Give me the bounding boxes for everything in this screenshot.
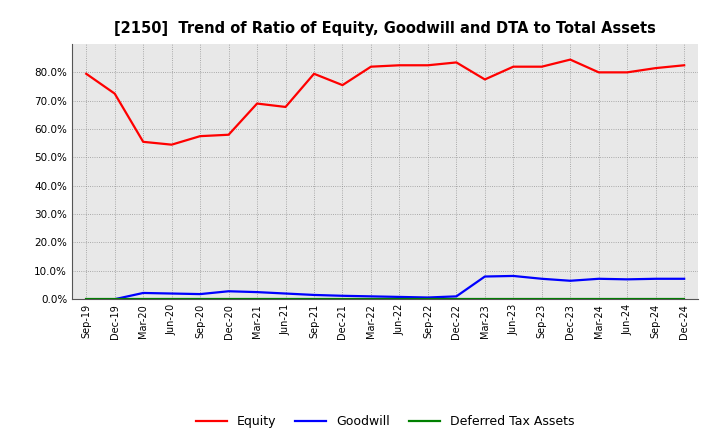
Deferred Tax Assets: [310, 297, 318, 302]
Deferred Tax Assets: [423, 297, 432, 302]
Equity: [595, 70, 603, 75]
Deferred Tax Assets: [652, 297, 660, 302]
Goodwill: [652, 276, 660, 282]
Deferred Tax Assets: [537, 297, 546, 302]
Equity: [509, 64, 518, 70]
Goodwill: [310, 292, 318, 297]
Goodwill: [225, 289, 233, 294]
Goodwill: [509, 273, 518, 279]
Deferred Tax Assets: [253, 297, 261, 302]
Equity: [680, 62, 688, 68]
Equity: [110, 91, 119, 96]
Equity: [282, 104, 290, 110]
Deferred Tax Assets: [623, 297, 631, 302]
Equity: [623, 70, 631, 75]
Deferred Tax Assets: [196, 297, 204, 302]
Goodwill: [167, 291, 176, 296]
Equity: [537, 64, 546, 70]
Equity: [253, 101, 261, 106]
Goodwill: [537, 276, 546, 282]
Goodwill: [595, 276, 603, 282]
Goodwill: [338, 293, 347, 298]
Equity: [82, 71, 91, 77]
Goodwill: [110, 297, 119, 302]
Goodwill: [253, 290, 261, 295]
Equity: [423, 62, 432, 68]
Equity: [196, 133, 204, 139]
Equity: [452, 60, 461, 65]
Deferred Tax Assets: [566, 297, 575, 302]
Equity: [310, 71, 318, 77]
Deferred Tax Assets: [509, 297, 518, 302]
Goodwill: [423, 295, 432, 300]
Deferred Tax Assets: [82, 297, 91, 302]
Goodwill: [366, 294, 375, 299]
Goodwill: [196, 291, 204, 297]
Equity: [480, 77, 489, 82]
Equity: [395, 62, 404, 68]
Goodwill: [480, 274, 489, 279]
Goodwill: [82, 297, 91, 302]
Goodwill: [282, 291, 290, 296]
Deferred Tax Assets: [366, 297, 375, 302]
Deferred Tax Assets: [167, 297, 176, 302]
Equity: [225, 132, 233, 137]
Deferred Tax Assets: [282, 297, 290, 302]
Goodwill: [452, 294, 461, 299]
Deferred Tax Assets: [225, 297, 233, 302]
Equity: [167, 142, 176, 147]
Equity: [652, 66, 660, 71]
Deferred Tax Assets: [395, 297, 404, 302]
Legend: Equity, Goodwill, Deferred Tax Assets: Equity, Goodwill, Deferred Tax Assets: [191, 411, 580, 433]
Equity: [139, 139, 148, 144]
Title: [2150]  Trend of Ratio of Equity, Goodwill and DTA to Total Assets: [2150] Trend of Ratio of Equity, Goodwil…: [114, 21, 656, 36]
Equity: [338, 82, 347, 88]
Deferred Tax Assets: [595, 297, 603, 302]
Goodwill: [680, 276, 688, 282]
Deferred Tax Assets: [680, 297, 688, 302]
Equity: [366, 64, 375, 70]
Deferred Tax Assets: [452, 297, 461, 302]
Deferred Tax Assets: [139, 297, 148, 302]
Goodwill: [566, 278, 575, 283]
Line: Goodwill: Goodwill: [86, 276, 684, 299]
Deferred Tax Assets: [338, 297, 347, 302]
Goodwill: [623, 277, 631, 282]
Equity: [566, 57, 575, 62]
Deferred Tax Assets: [110, 297, 119, 302]
Goodwill: [139, 290, 148, 296]
Line: Equity: Equity: [86, 59, 684, 145]
Goodwill: [395, 294, 404, 300]
Deferred Tax Assets: [480, 297, 489, 302]
